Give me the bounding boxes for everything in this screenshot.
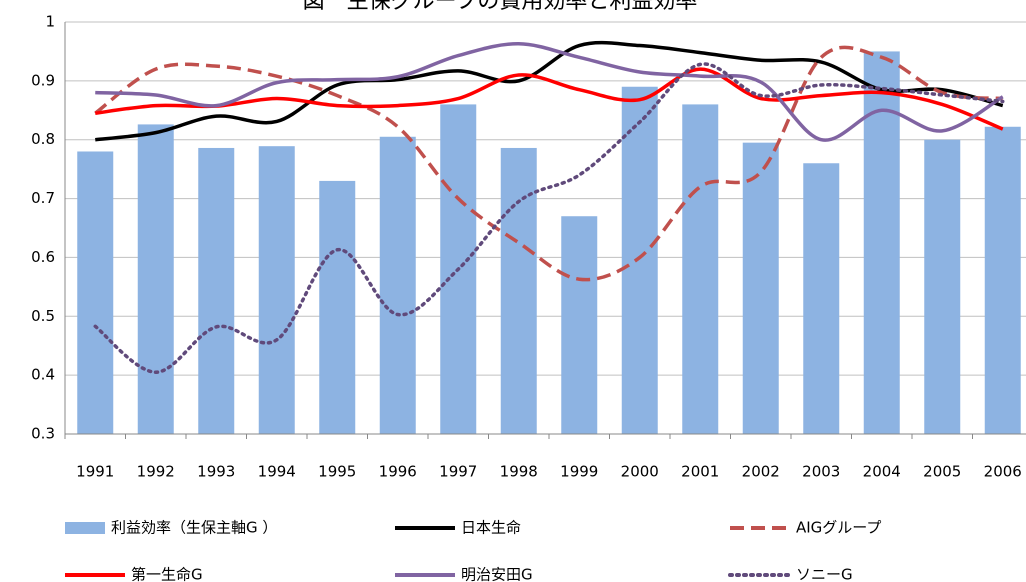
x-tick-label: 1993 xyxy=(197,463,235,481)
bar xyxy=(742,142,779,434)
x-tick-label: 1996 xyxy=(379,463,417,481)
line-series xyxy=(95,67,1004,131)
bar xyxy=(77,151,114,434)
line-series xyxy=(94,45,1003,282)
bar xyxy=(924,139,961,434)
legend-label: ソニーG xyxy=(796,566,853,582)
bar xyxy=(621,86,658,434)
line-series xyxy=(95,40,1004,142)
y-tick-label: 0.9 xyxy=(31,71,55,89)
bar xyxy=(258,146,295,434)
x-tick-label: 1991 xyxy=(76,463,114,481)
bar xyxy=(561,216,598,434)
x-tick-label: 1994 xyxy=(258,463,296,481)
bar xyxy=(379,136,416,434)
legend-label: 明治安田G xyxy=(461,566,533,582)
x-tick-label: 1992 xyxy=(137,463,175,481)
x-tick-label: 1998 xyxy=(500,463,538,481)
x-tick-label: 1999 xyxy=(560,463,598,481)
x-tick-label: 2003 xyxy=(802,463,840,481)
y-tick-label: 0.5 xyxy=(31,307,55,325)
bar xyxy=(500,147,537,434)
bar xyxy=(198,147,235,434)
legend-label: 利益効率（生保主軸G ） xyxy=(111,519,277,537)
bar xyxy=(984,126,1021,434)
x-tick-label: 2002 xyxy=(742,463,780,481)
line-series xyxy=(95,42,1004,142)
bar xyxy=(319,180,356,434)
legend-swatch xyxy=(65,522,105,534)
y-tick-label: 0.3 xyxy=(31,425,55,443)
legend-label: 日本生命 xyxy=(461,519,521,537)
x-tick-label: 2004 xyxy=(863,463,901,481)
chart-title: 図 生保グループの費用効率と利益効率 xyxy=(303,0,698,14)
bar xyxy=(803,163,840,434)
y-tick-label: 0.7 xyxy=(31,189,55,207)
x-tick-label: 2006 xyxy=(984,463,1022,481)
y-tick-label: 0.4 xyxy=(31,366,55,384)
x-tick-label: 2005 xyxy=(923,463,961,481)
line-series xyxy=(93,62,1005,374)
bar xyxy=(137,124,174,434)
x-tick-label: 1997 xyxy=(439,463,477,481)
x-tick-label: 2000 xyxy=(621,463,659,481)
x-tick-label: 1995 xyxy=(318,463,356,481)
legend-label: AIGグループ xyxy=(796,519,881,537)
y-tick-label: 1 xyxy=(45,13,55,31)
x-tick-label: 2001 xyxy=(681,463,719,481)
bar xyxy=(682,104,719,435)
y-tick-label: 0.6 xyxy=(31,248,55,266)
y-tick-label: 0.8 xyxy=(31,130,55,148)
legend-label: 第一生命G xyxy=(131,566,203,582)
